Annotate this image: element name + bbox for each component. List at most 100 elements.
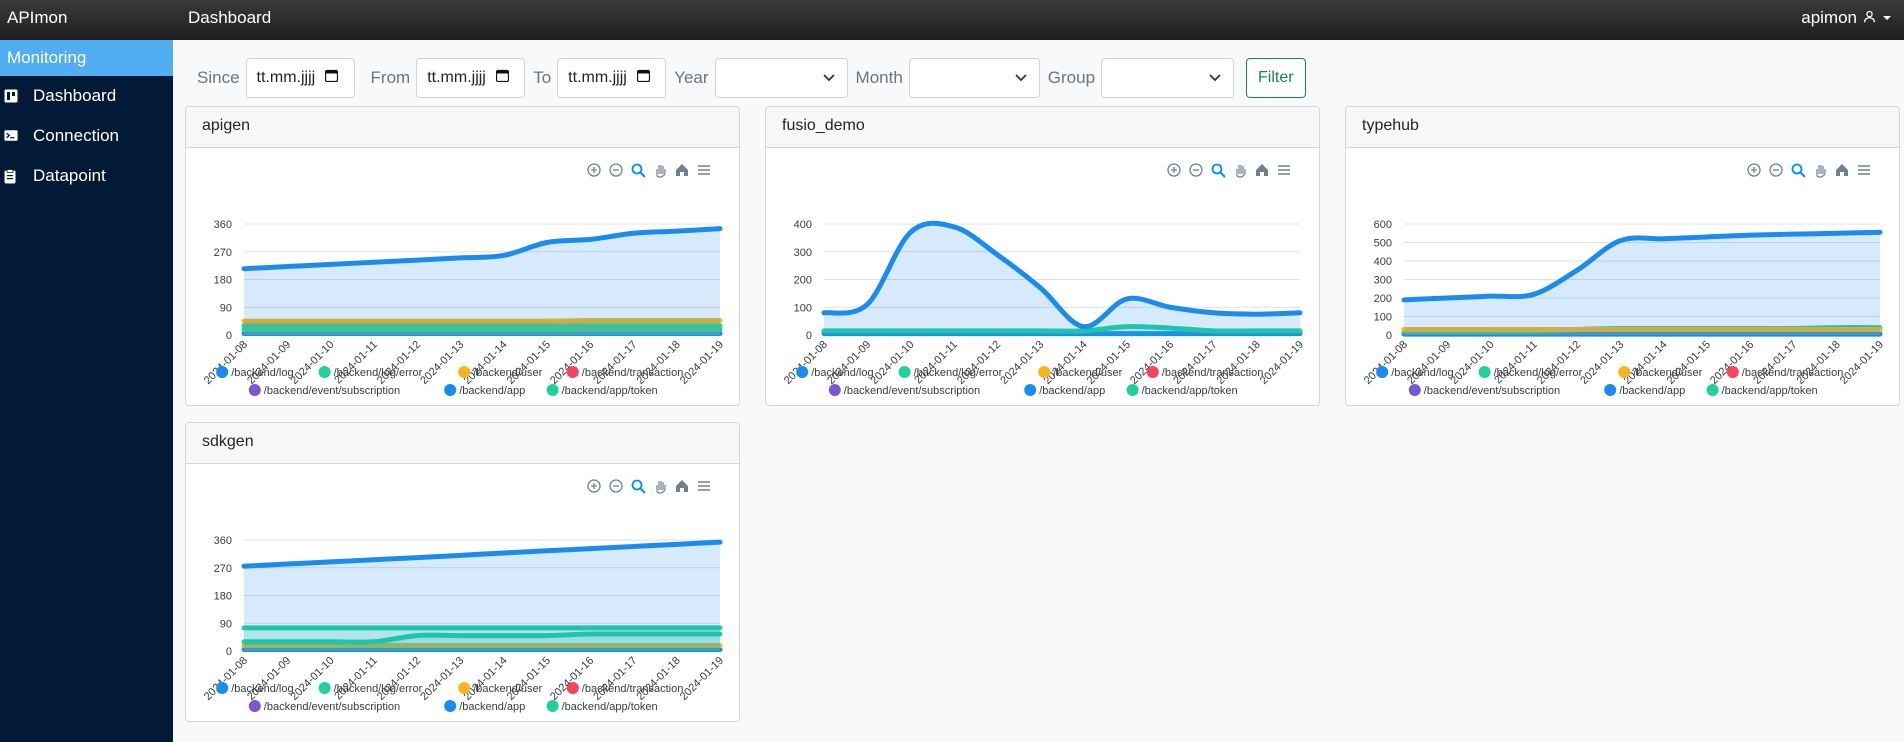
legend-item[interactable]: /backend/log/error (914, 367, 1003, 379)
legend-item[interactable]: /backend/log (1391, 367, 1453, 379)
legend-marker[interactable] (1618, 366, 1631, 378)
sidebar-item-connection[interactable]: Connection (0, 116, 173, 156)
legend-marker[interactable] (828, 384, 841, 396)
legend-item[interactable]: /backend/log/error (1494, 367, 1583, 379)
calendar-icon[interactable] (495, 69, 509, 87)
legend-marker[interactable] (458, 366, 471, 378)
month-label: Month (855, 68, 903, 87)
x-tick-label: 2024-01-15 (1085, 339, 1133, 387)
zoom-out-icon[interactable] (609, 163, 623, 177)
legend-marker[interactable] (248, 384, 261, 396)
group-filter: Group (1048, 58, 1235, 98)
zoom-in-icon[interactable] (587, 163, 601, 177)
selection-zoom-icon[interactable] (1211, 163, 1226, 178)
legend-item[interactable]: /backend/user (473, 683, 542, 695)
menu-icon[interactable] (1858, 165, 1870, 175)
brand-logo[interactable]: APImon (7, 8, 68, 27)
legend-item[interactable]: /backend/app/token (1142, 385, 1238, 397)
legend-item[interactable]: /backend/transaction (1162, 367, 1264, 379)
selection-zoom-icon[interactable] (631, 163, 646, 178)
filter-button[interactable]: Filter (1246, 58, 1306, 98)
legend-item[interactable]: /backend/app/token (1722, 385, 1818, 397)
legend-marker[interactable] (1024, 384, 1037, 396)
legend-item[interactable]: /backend/app/token (562, 385, 658, 397)
to-date-input[interactable]: tt.mm.jjjj (557, 58, 667, 98)
legend-marker[interactable] (796, 366, 809, 378)
legend-marker[interactable] (1706, 384, 1719, 396)
legend-item[interactable]: /backend/log (811, 367, 873, 379)
zoom-in-icon[interactable] (1167, 163, 1181, 177)
legend-marker[interactable] (898, 366, 911, 378)
legend-item[interactable]: /backend/event/subscription (844, 385, 980, 397)
month-select[interactable] (908, 58, 1040, 98)
legend-marker[interactable] (566, 682, 579, 694)
sidebar-item-dashboard[interactable]: Dashboard (0, 76, 173, 116)
from-date-input[interactable]: tt.mm.jjjj (416, 58, 526, 98)
legend-marker[interactable] (1726, 366, 1739, 378)
selection-zoom-icon[interactable] (631, 479, 646, 494)
legend-item[interactable]: /backend/transaction (582, 367, 684, 379)
legend-item[interactable]: /backend/app (459, 701, 525, 713)
legend-marker[interactable] (318, 682, 331, 694)
year-select[interactable] (714, 58, 848, 98)
legend-item[interactable]: /backend/log (231, 367, 293, 379)
sidebar-item-datapoint[interactable]: Datapoint (0, 156, 173, 196)
reset-home-icon[interactable] (676, 164, 688, 176)
reset-home-icon[interactable] (1256, 164, 1268, 176)
legend-item[interactable]: /backend/log/error (334, 683, 423, 695)
legend-marker[interactable] (1038, 366, 1051, 378)
legend-marker[interactable] (1408, 384, 1421, 396)
menu-icon[interactable] (698, 481, 710, 491)
legend-marker[interactable] (458, 682, 471, 694)
legend-marker[interactable] (546, 384, 559, 396)
legend-item[interactable]: /backend/app (1619, 385, 1685, 397)
legend-marker[interactable] (1146, 366, 1159, 378)
legend-item[interactable]: /backend/transaction (582, 683, 684, 695)
legend-marker[interactable] (444, 700, 457, 712)
menu-icon[interactable] (1278, 165, 1290, 175)
legend-item[interactable]: /backend/user (1053, 367, 1122, 379)
legend-item[interactable]: /backend/event/subscription (264, 701, 400, 713)
legend-marker[interactable] (1376, 366, 1389, 378)
zoom-out-icon[interactable] (1769, 163, 1783, 177)
zoom-out-icon[interactable] (609, 479, 623, 493)
zoom-in-icon[interactable] (587, 479, 601, 493)
legend-marker[interactable] (216, 682, 229, 694)
pan-hand-icon[interactable] (656, 481, 666, 494)
legend-marker[interactable] (318, 366, 331, 378)
legend-marker[interactable] (248, 700, 261, 712)
reset-home-icon[interactable] (1836, 164, 1848, 176)
legend-item[interactable]: /backend/log/error (334, 367, 423, 379)
legend-item[interactable]: /backend/app (1039, 385, 1105, 397)
zoom-out-icon[interactable] (1189, 163, 1203, 177)
pan-hand-icon[interactable] (1816, 165, 1826, 178)
legend-item[interactable]: /backend/log (231, 683, 293, 695)
legend-item[interactable]: /backend/user (473, 367, 542, 379)
legend-marker[interactable] (216, 366, 229, 378)
menu-icon[interactable] (698, 165, 710, 175)
series-line (241, 631, 723, 645)
legend-marker[interactable] (566, 366, 579, 378)
calendar-icon[interactable] (636, 69, 650, 87)
calendar-icon[interactable] (325, 69, 339, 87)
reset-home-icon[interactable] (676, 480, 688, 492)
legend-item[interactable]: /backend/user (1633, 367, 1702, 379)
user-menu[interactable]: apimon (1801, 8, 1892, 28)
legend-item[interactable]: /backend/event/subscription (1424, 385, 1560, 397)
legend-item[interactable]: /backend/app (459, 385, 525, 397)
legend-item[interactable]: /backend/transaction (1742, 367, 1844, 379)
since-date-input[interactable]: tt.mm.jjjj (245, 58, 355, 98)
pan-hand-icon[interactable] (1236, 165, 1246, 178)
legend-item[interactable]: /backend/event/subscription (264, 385, 400, 397)
legend-marker[interactable] (1126, 384, 1139, 396)
pan-hand-icon[interactable] (656, 165, 666, 178)
legend-marker[interactable] (1478, 366, 1491, 378)
selection-zoom-icon[interactable] (1791, 163, 1806, 178)
legend-marker[interactable] (546, 700, 559, 712)
legend-marker[interactable] (1604, 384, 1617, 396)
group-select[interactable] (1101, 58, 1235, 98)
legend-marker[interactable] (444, 384, 457, 396)
legend-item[interactable]: /backend/app/token (562, 701, 658, 713)
sidebar-header-monitoring[interactable]: Monitoring (0, 40, 173, 76)
zoom-in-icon[interactable] (1747, 163, 1761, 177)
